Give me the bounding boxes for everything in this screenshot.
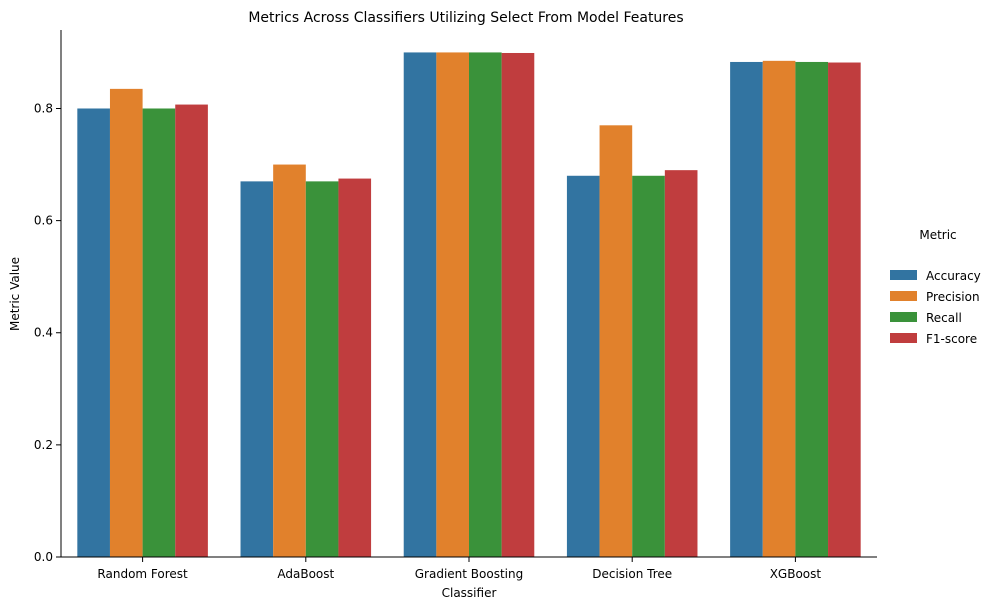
bar-f1-score-decision-tree — [664, 170, 698, 557]
legend-swatch-precision — [890, 291, 917, 301]
legend-swatch-f1-score — [890, 333, 917, 343]
legend-label-recall: Recall — [926, 311, 962, 325]
bar-precision-random-forest — [109, 88, 143, 558]
legend-swatch-recall — [890, 312, 917, 322]
legend-title: Metric — [919, 228, 956, 242]
legend-swatch-accuracy — [890, 270, 917, 280]
x-tick-label: Random Forest — [97, 567, 188, 581]
bar-precision-xgboost — [762, 60, 796, 558]
legend-label-f1-score: F1-score — [926, 332, 977, 346]
y-tick-label: 0.6 — [34, 214, 53, 228]
bar-accuracy-random-forest — [77, 108, 110, 558]
y-tick-label: 0.8 — [34, 101, 53, 115]
y-axis-label: Metric Value — [8, 257, 22, 331]
bar-accuracy-decision-tree — [566, 175, 600, 557]
bar-f1-score-random-forest — [175, 104, 208, 557]
bar-accuracy-adaboost — [240, 181, 274, 557]
bar-recall-gradient-boosting — [469, 52, 502, 558]
bar-accuracy-gradient-boosting — [403, 52, 437, 558]
bar-f1-score-adaboost — [338, 178, 372, 557]
y-tick-label: 0.0 — [34, 550, 53, 564]
bar-recall-xgboost — [795, 61, 829, 558]
y-tick-label: 0.4 — [34, 326, 53, 340]
legend-label-precision: Precision — [926, 290, 980, 304]
y-ticks-group: 0.0 0.2 0.4 0.6 0.8 — [34, 101, 61, 564]
bars-group — [77, 52, 861, 558]
bar-precision-adaboost — [273, 164, 306, 558]
legend-items: Accuracy Precision Recall F1-score — [890, 269, 981, 346]
x-ticks-group: Random Forest AdaBoost Gradient Boosting De… — [97, 557, 821, 581]
x-tick-label: Decision Tree — [592, 567, 672, 581]
legend: Metric Accuracy Precision Recall F1-score — [890, 228, 981, 346]
bar-f1-score-gradient-boosting — [501, 52, 535, 558]
chart-title: Metrics Across Classifiers Utilizing Sel… — [248, 10, 683, 26]
bar-recall-adaboost — [305, 181, 339, 557]
legend-label-accuracy: Accuracy — [926, 269, 981, 283]
bar-precision-decision-tree — [599, 125, 633, 557]
bar-f1-score-xgboost — [828, 62, 861, 558]
bar-accuracy-xgboost — [730, 61, 763, 558]
bar-recall-decision-tree — [632, 175, 665, 557]
bar-recall-random-forest — [142, 108, 176, 558]
x-tick-label: XGBoost — [770, 567, 822, 581]
bar-precision-gradient-boosting — [436, 52, 469, 558]
y-tick-label: 0.2 — [34, 438, 53, 452]
x-axis-label: Classifier — [442, 586, 497, 600]
x-tick-label: Gradient Boosting — [415, 567, 523, 581]
x-tick-label: AdaBoost — [277, 567, 334, 581]
